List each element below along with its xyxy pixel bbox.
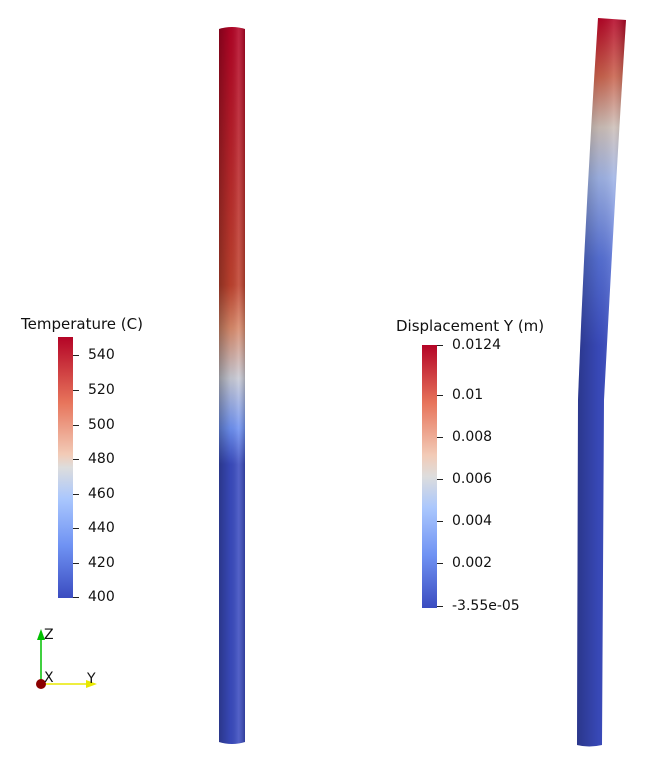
tick-mark <box>437 606 443 607</box>
y-axis-arrow-icon <box>86 680 97 688</box>
tick-mark <box>73 390 79 391</box>
tick-label: 0.01 <box>452 387 484 403</box>
tick-label: -3.55e-05 <box>452 598 520 614</box>
tick-mark <box>437 395 443 396</box>
tick-mark <box>73 425 79 426</box>
tick-mark <box>437 479 443 480</box>
temperature-rod <box>219 27 245 744</box>
z-axis-arrow-icon <box>37 629 45 640</box>
tick-mark <box>73 563 79 564</box>
tick-label: 500 <box>88 417 115 433</box>
tick-mark <box>73 355 79 356</box>
tick-label: 480 <box>88 451 115 467</box>
x-axis-label: X <box>44 670 54 686</box>
tick-label: 440 <box>88 520 115 536</box>
orientation-axes <box>36 629 97 689</box>
displacement-colorbar <box>422 345 437 608</box>
temperature-colorbar <box>58 337 73 598</box>
tick-label: 400 <box>88 589 115 605</box>
tick-mark <box>437 563 443 564</box>
tick-mark <box>73 459 79 460</box>
z-axis-label: Z <box>44 627 54 643</box>
displacement-rod <box>577 18 626 747</box>
tick-label: 520 <box>88 382 115 398</box>
y-axis-label: Y <box>87 671 96 687</box>
tick-label: 0.008 <box>452 429 493 445</box>
tick-mark <box>73 494 79 495</box>
temperature-colorbar-title: Temperature (C) <box>21 315 143 333</box>
tick-label: 0.002 <box>452 555 493 571</box>
x-axis-point-icon <box>36 679 46 689</box>
tick-mark <box>73 528 79 529</box>
displacement-colorbar-title: Displacement Y (m) <box>396 317 545 335</box>
tick-mark <box>73 597 79 598</box>
tick-label: 0.006 <box>452 471 493 487</box>
tick-label: 0.0124 <box>452 337 501 353</box>
tick-mark <box>437 345 443 346</box>
tick-label: 0.004 <box>452 513 493 529</box>
tick-mark <box>437 521 443 522</box>
tick-label: 540 <box>88 347 115 363</box>
tick-label: 420 <box>88 555 115 571</box>
tick-label: 460 <box>88 486 115 502</box>
tick-mark <box>437 437 443 438</box>
